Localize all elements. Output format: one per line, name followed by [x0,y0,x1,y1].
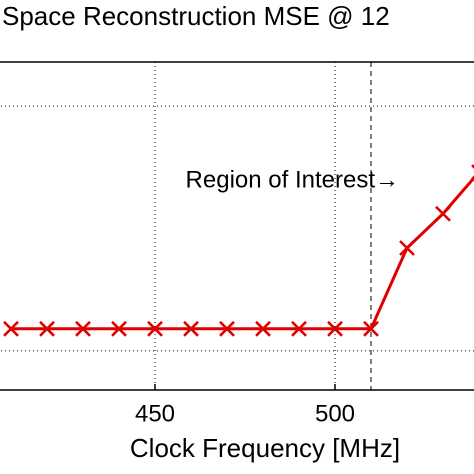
marker [3,320,19,337]
marker [399,240,415,256]
annotation: Region of Interest→ [186,166,399,193]
axes-box [0,61,474,391]
chart-title: Space Reconstruction MSE @ 12 [2,1,390,31]
marker [147,320,163,337]
marker [111,320,127,337]
marker [291,320,307,337]
marker [363,320,379,337]
marker [255,320,271,337]
x-tick-label: 450 [135,400,175,427]
data-line [11,175,474,331]
x-tick-label: 500 [315,400,355,427]
marker [39,320,55,337]
marker [435,205,451,222]
marker [327,320,343,337]
x-axis-label: Clock Frequency [MHz] [130,433,400,463]
marker [183,320,199,337]
marker [75,320,91,337]
marker [219,320,235,337]
